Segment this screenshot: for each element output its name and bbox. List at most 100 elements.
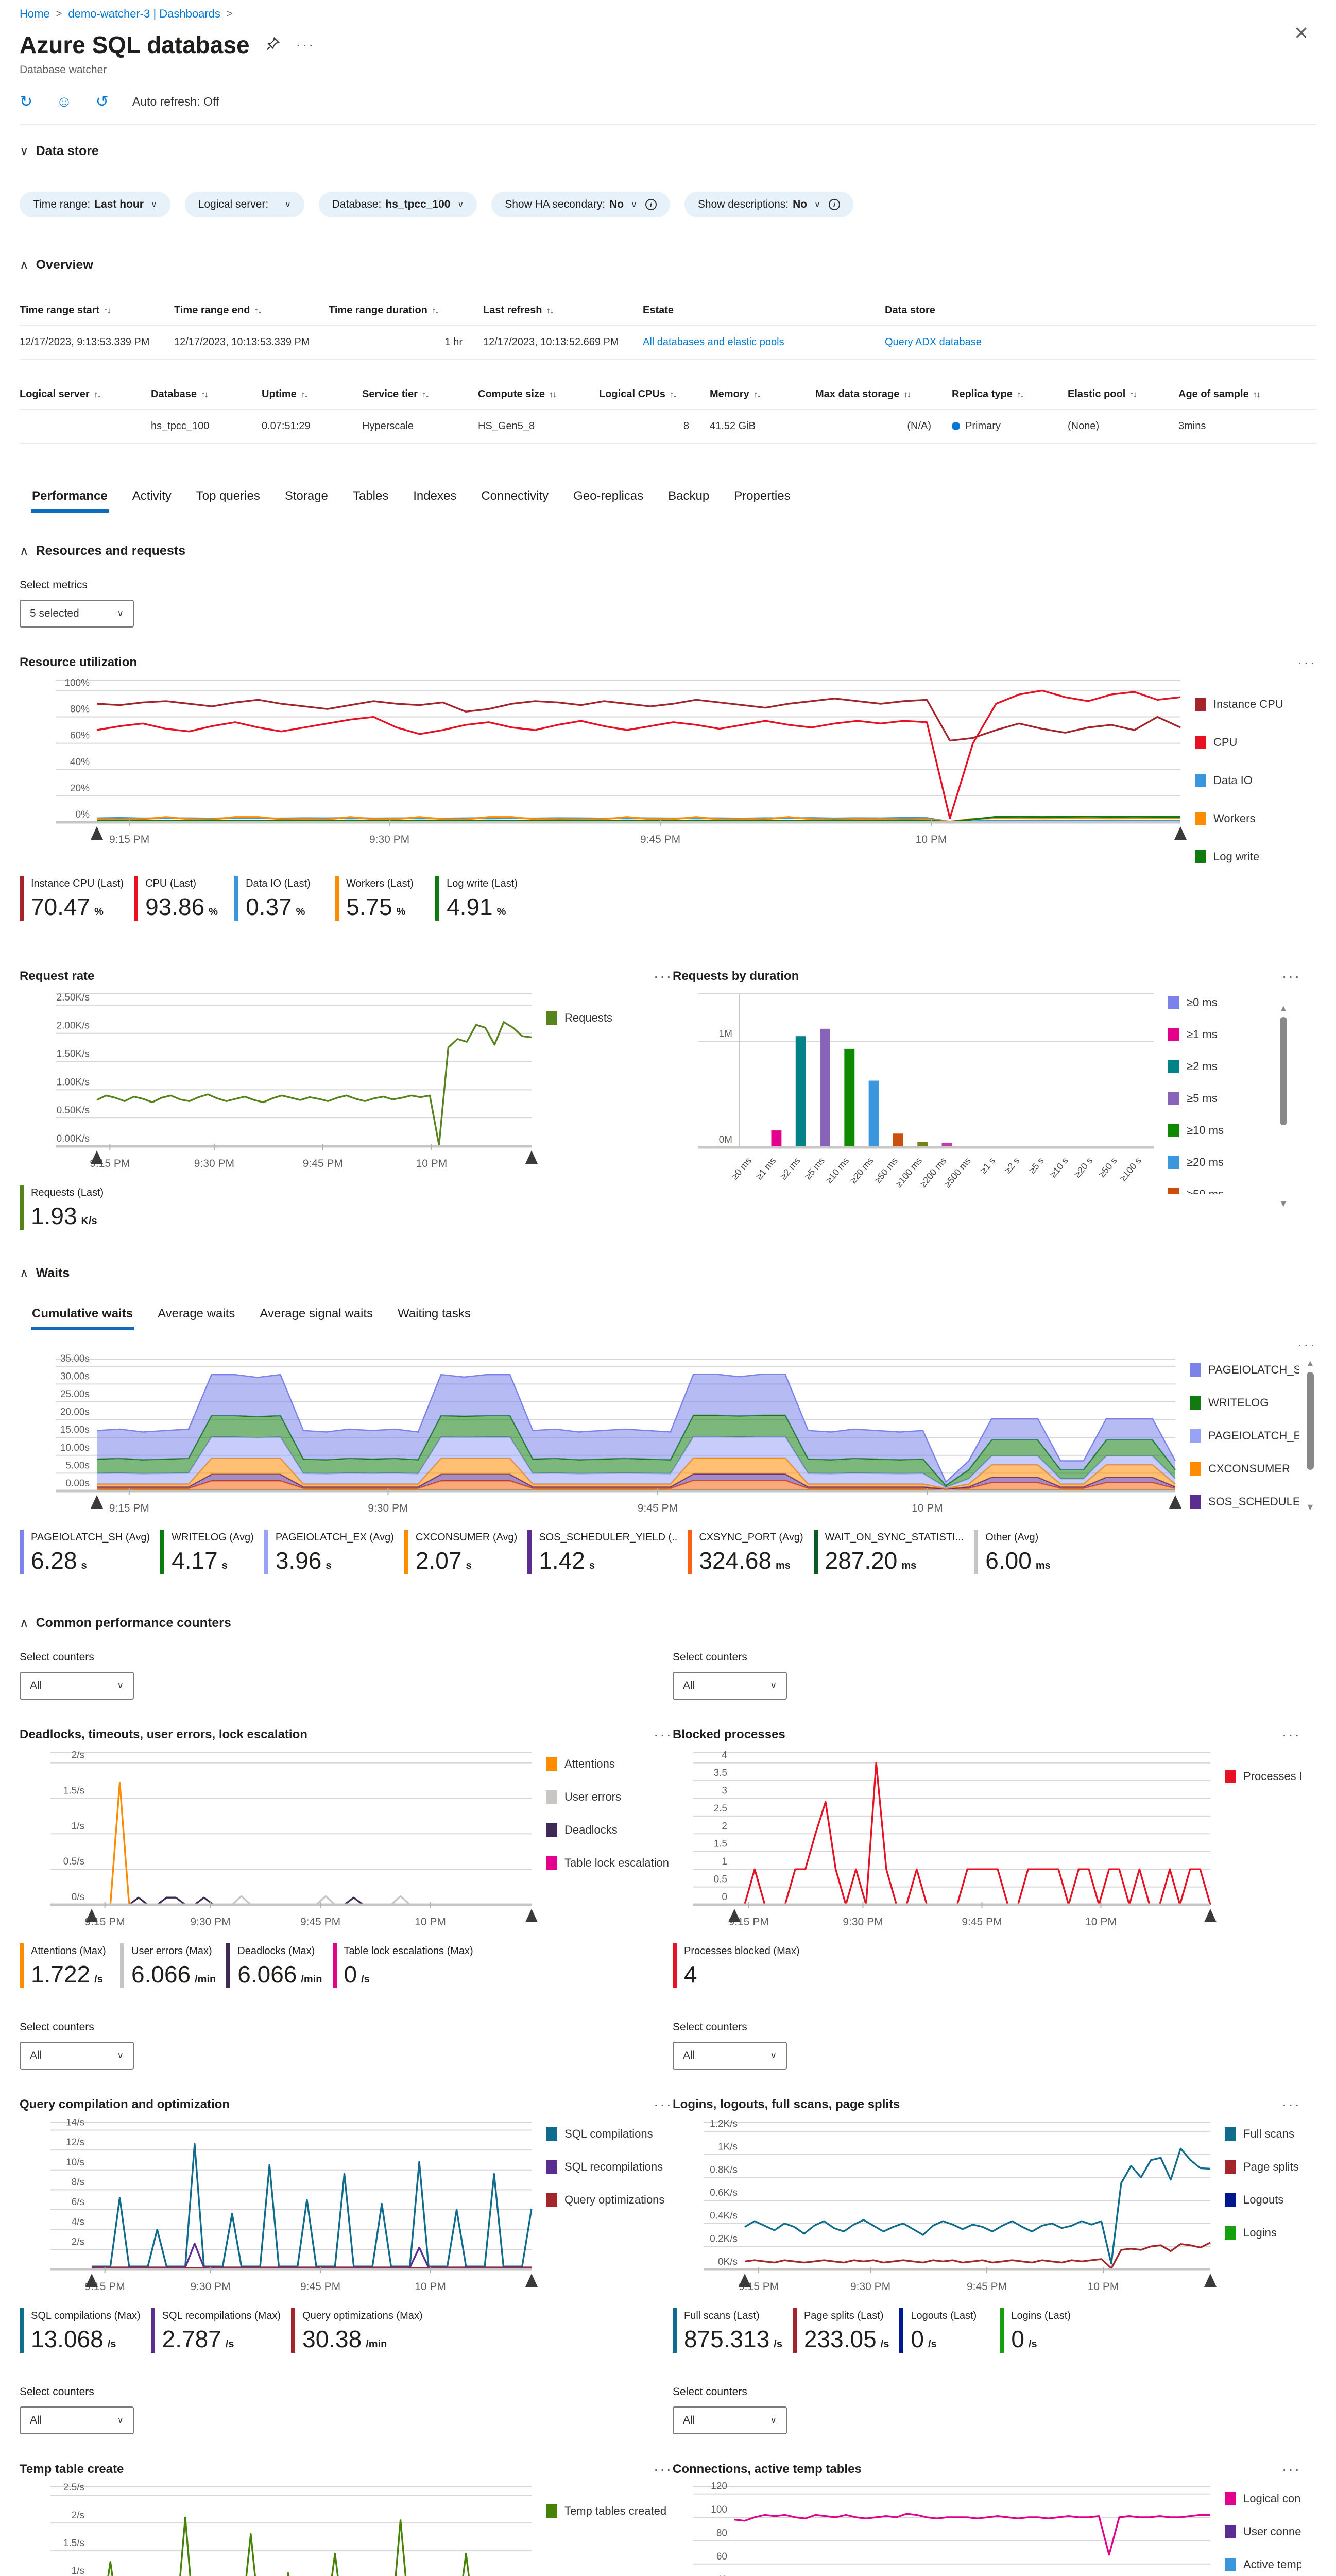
legend-item-sos-scheduler[interactable]: SOS_SCHEDULER... bbox=[1184, 1492, 1299, 1510]
section-resources-and-requests[interactable]: ∧ Resources and requests bbox=[20, 544, 1316, 558]
legend-item-workers[interactable]: Workers bbox=[1189, 809, 1316, 828]
section-waits[interactable]: ∧ Waits bbox=[20, 1266, 1316, 1281]
column-header[interactable]: Replica type bbox=[952, 388, 1013, 400]
legend-item-data-io[interactable]: Data IO bbox=[1189, 771, 1316, 790]
select-counters-dropdown[interactable]: All ∨ bbox=[20, 2042, 134, 2070]
time-brush-handle[interactable] bbox=[728, 1909, 741, 1922]
time-brush-handle[interactable] bbox=[1204, 2274, 1217, 2287]
auto-refresh-label[interactable]: Auto refresh: Off bbox=[132, 95, 219, 108]
legend-item-attentions[interactable]: Attentions bbox=[540, 1754, 669, 1774]
sort-icon[interactable]: ↑↓ bbox=[300, 389, 309, 399]
legend-item-deadlocks[interactable]: Deadlocks bbox=[540, 1820, 669, 1840]
legend-item-0-ms[interactable]: ≥0 ms bbox=[1162, 993, 1273, 1012]
tab-storage[interactable]: Storage bbox=[284, 489, 328, 503]
close-icon[interactable]: × bbox=[1294, 19, 1308, 46]
sort-icon[interactable]: ↑↓ bbox=[903, 389, 911, 399]
legend-item-writelog[interactable]: WRITELOG bbox=[1184, 1393, 1299, 1413]
sort-icon[interactable]: ↑↓ bbox=[1129, 389, 1137, 399]
tab-indexes[interactable]: Indexes bbox=[413, 489, 457, 503]
scroll-up-icon[interactable]: ▲ bbox=[1306, 1358, 1315, 1368]
sort-icon[interactable]: ↑↓ bbox=[1253, 389, 1261, 399]
sort-icon[interactable]: ↑↓ bbox=[1016, 389, 1024, 399]
scrollbar-thumb[interactable] bbox=[1306, 1372, 1314, 1470]
tab-cumulative-waits[interactable]: Cumulative waits bbox=[20, 1299, 145, 1330]
sort-icon[interactable]: ↑↓ bbox=[421, 389, 430, 399]
scroll-up-icon[interactable]: ▲ bbox=[1279, 1003, 1288, 1013]
legend-item-full-scans[interactable]: Full scans bbox=[1219, 2124, 1301, 2144]
section-common-performance-counters[interactable]: ∧ Common performance counters bbox=[20, 1616, 1316, 1631]
sort-icon[interactable]: ↑↓ bbox=[546, 305, 554, 315]
time-brush-handle[interactable] bbox=[1169, 1495, 1181, 1509]
filter-pill-logical-server[interactable]: Logical server: ∨ bbox=[184, 192, 304, 217]
breadcrumb-dashboards-link[interactable]: demo-watcher-3 | Dashboards bbox=[68, 7, 220, 20]
legend-item-pageiolatch-ex[interactable]: PAGEIOLATCH_EX bbox=[1184, 1426, 1299, 1446]
chart-menu-icon[interactable]: ··· bbox=[654, 1726, 673, 1742]
sort-icon[interactable]: ↑↓ bbox=[104, 305, 111, 315]
legend-item-logins[interactable]: Logins bbox=[1219, 2223, 1301, 2243]
sort-icon[interactable]: ↑↓ bbox=[200, 389, 209, 399]
time-brush-handle[interactable] bbox=[525, 1150, 538, 1164]
chart-menu-icon[interactable]: ··· bbox=[654, 2096, 673, 2112]
sort-icon[interactable]: ↑↓ bbox=[753, 389, 761, 399]
legend-item-50-ms[interactable]: ≥50 ms bbox=[1162, 1184, 1273, 1194]
column-header[interactable]: Service tier bbox=[362, 388, 418, 400]
legend-item-cpu[interactable]: CPU bbox=[1189, 733, 1316, 752]
time-brush-handle[interactable] bbox=[1174, 826, 1187, 840]
tab-activity[interactable]: Activity bbox=[132, 489, 172, 503]
select-counters-dropdown[interactable]: All ∨ bbox=[673, 2406, 787, 2434]
legend-item-sql-compilations[interactable]: SQL compilations bbox=[540, 2124, 669, 2144]
filter-pill-show-descriptions[interactable]: Show descriptions: No ∨ i bbox=[684, 192, 853, 217]
column-header[interactable]: Elastic pool bbox=[1068, 388, 1126, 400]
legend-item-2-ms[interactable]: ≥2 ms bbox=[1162, 1057, 1273, 1076]
column-header[interactable]: Last refresh bbox=[483, 304, 542, 316]
legend-item-active-temp-tables[interactable]: Active temp tables bbox=[1219, 2555, 1301, 2574]
tab-geo-replicas[interactable]: Geo-replicas bbox=[573, 489, 644, 503]
legend-item-sql-recompilations[interactable]: SQL recompilations bbox=[540, 2157, 669, 2177]
time-brush-handle[interactable] bbox=[85, 2274, 98, 2287]
legend-item-1-ms[interactable]: ≥1 ms bbox=[1162, 1025, 1273, 1044]
filter-pill-time-range[interactable]: Time range: Last hour ∨ bbox=[20, 192, 170, 217]
tab-top-queries[interactable]: Top queries bbox=[196, 489, 260, 503]
sort-icon[interactable]: ↑↓ bbox=[669, 389, 677, 399]
scroll-down-icon[interactable]: ▼ bbox=[1306, 1502, 1315, 1512]
legend-item-cxconsumer[interactable]: CXCONSUMER bbox=[1184, 1459, 1299, 1479]
legend-item-10-ms[interactable]: ≥10 ms bbox=[1162, 1121, 1273, 1140]
tab-connectivity[interactable]: Connectivity bbox=[481, 489, 549, 503]
tab-backup[interactable]: Backup bbox=[668, 489, 710, 503]
section-overview[interactable]: ∧ Overview bbox=[20, 258, 1316, 273]
info-icon[interactable]: i bbox=[828, 199, 840, 210]
time-brush-handle[interactable] bbox=[739, 2274, 751, 2287]
tab-waiting-tasks[interactable]: Waiting tasks bbox=[398, 1307, 471, 1320]
legend-item-query-optimizations[interactable]: Query optimizations bbox=[540, 2190, 669, 2210]
legend-item-user-connections[interactable]: User connections bbox=[1219, 2522, 1301, 2541]
legend-item-page-splits[interactable]: Page splits bbox=[1219, 2157, 1301, 2177]
chart-menu-icon[interactable]: ··· bbox=[1282, 968, 1301, 984]
select-counters-dropdown[interactable]: All ∨ bbox=[673, 2042, 787, 2070]
tab-performance[interactable]: Performance bbox=[20, 482, 120, 513]
chart-menu-icon[interactable]: ··· bbox=[1282, 2096, 1301, 2112]
chart-menu-icon[interactable]: ··· bbox=[1297, 654, 1316, 670]
sort-icon[interactable]: ↑↓ bbox=[549, 389, 557, 399]
time-brush-handle[interactable] bbox=[91, 1150, 103, 1164]
query-adx-database-link[interactable]: Query ADX database bbox=[885, 336, 982, 348]
time-brush-handle[interactable] bbox=[525, 1909, 538, 1922]
tab-tables[interactable]: Tables bbox=[352, 489, 389, 503]
column-header[interactable]: Database bbox=[151, 388, 197, 400]
time-brush-handle[interactable] bbox=[525, 2274, 538, 2287]
tab-average-waits[interactable]: Average waits bbox=[158, 1307, 235, 1320]
legend-item-requests[interactable]: Requests bbox=[540, 1008, 658, 1028]
auto-refresh-icon[interactable]: ↺ bbox=[95, 93, 109, 110]
legend-item-user-errors[interactable]: User errors bbox=[540, 1787, 669, 1807]
time-brush-handle[interactable] bbox=[1204, 1909, 1217, 1922]
filter-pill-database[interactable]: Database: hs_tpcc_100 ∨ bbox=[318, 192, 477, 217]
column-header[interactable]: Logical CPUs bbox=[599, 388, 665, 400]
column-header[interactable]: Time range start bbox=[20, 304, 100, 316]
legend-item-log-write[interactable]: Log write bbox=[1189, 847, 1316, 867]
legend-item-instance-cpu[interactable]: Instance CPU bbox=[1189, 694, 1316, 714]
column-header[interactable]: Time range end bbox=[174, 304, 250, 316]
tab-average-signal-waits[interactable]: Average signal waits bbox=[260, 1307, 373, 1320]
refresh-icon[interactable]: ↻ bbox=[20, 93, 33, 110]
breadcrumb-home-link[interactable]: Home bbox=[20, 7, 50, 20]
column-header[interactable]: Time range duration bbox=[329, 304, 427, 316]
section-data-store[interactable]: ∨ Data store bbox=[20, 144, 1316, 159]
